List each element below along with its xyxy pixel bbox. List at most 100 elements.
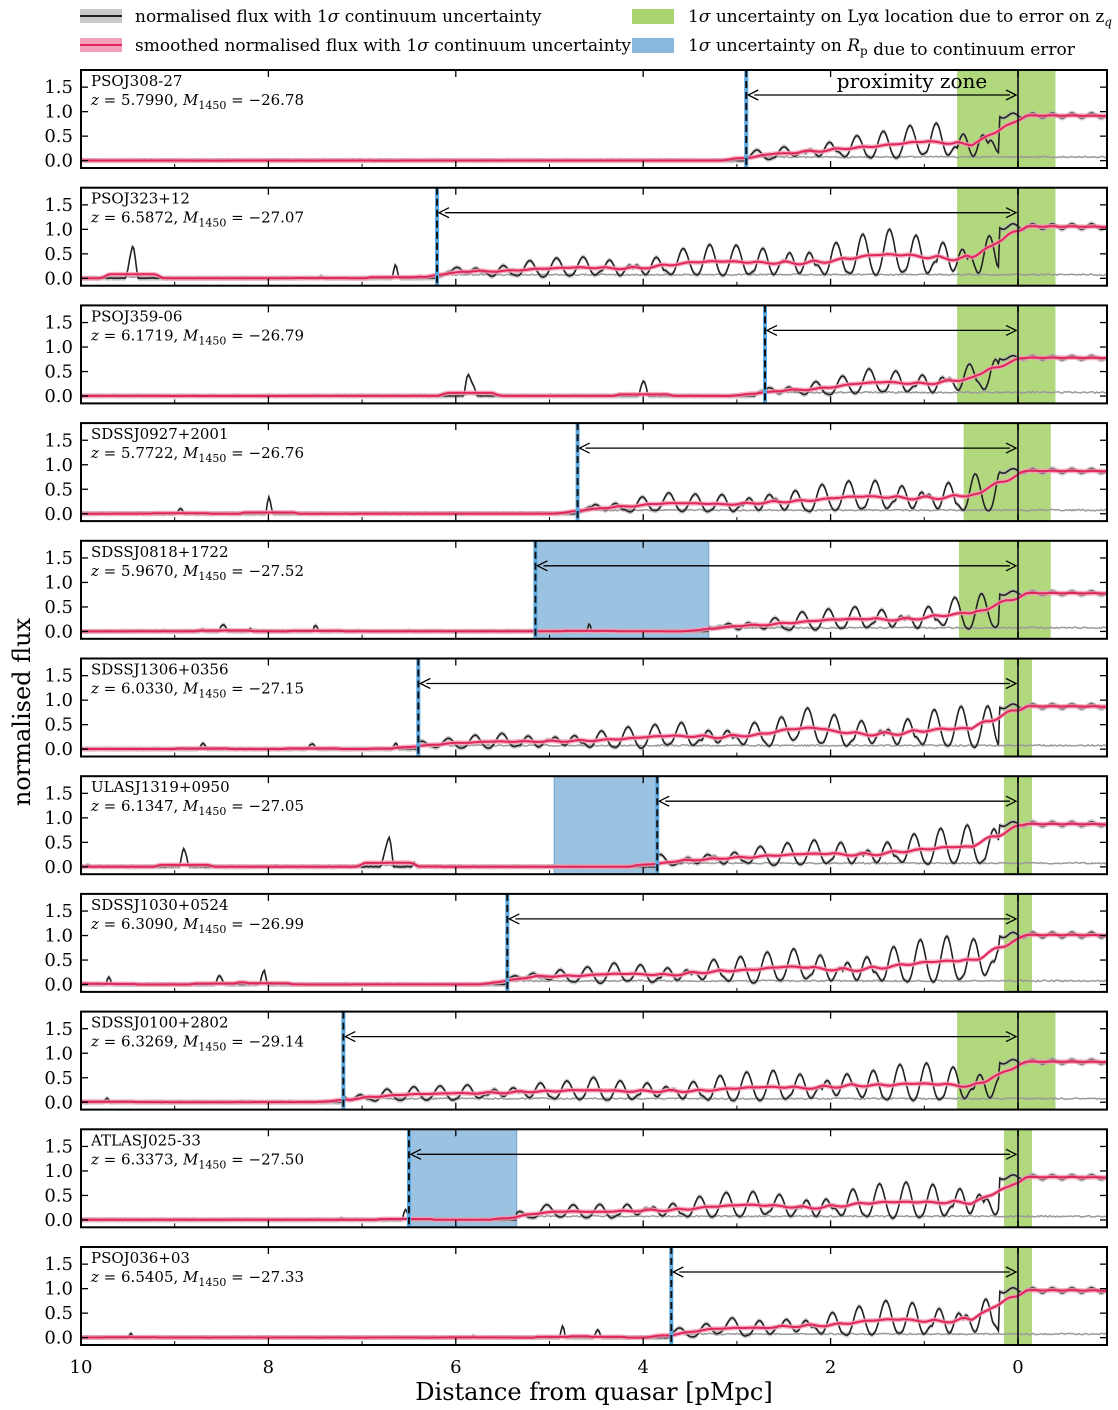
y-tick-label: 1.0 xyxy=(44,1043,73,1064)
smoothed-flux-line xyxy=(81,933,1107,986)
panel-frame xyxy=(80,539,1108,640)
panel-quasar-info: z = 6.3269, M1450 = −29.14 xyxy=(90,1033,304,1054)
legend-entry-green-band: 1σ uncertainty on Lyα location due to er… xyxy=(632,7,1112,29)
panel-quasar-name: PSOJ359-06 xyxy=(91,307,182,325)
y-tick-label: 1.0 xyxy=(44,690,73,711)
smoothed-flux-line xyxy=(81,1175,1107,1221)
panel-quasar-info: z = 6.0330, M1450 = −27.15 xyxy=(90,680,304,701)
smoothed-uncertainty-band xyxy=(81,355,1107,399)
panel-quasar-name: PSOJ036+03 xyxy=(91,1249,190,1267)
y-tick-label: 1.5 xyxy=(44,77,73,98)
panel-quasar-name: SDSSJ1306+0356 xyxy=(91,661,229,679)
smoothed-uncertainty-band xyxy=(81,223,1107,281)
panel-psoj323-12: 0.0 0.5 1.0 1.5 PSOJ323+12z = 6.5872, M1450 … xyxy=(44,186,1108,289)
legend-entry-blue-band: 1σ uncertainty on Rp due to continuum er… xyxy=(632,36,1076,60)
smoothed-flux-line xyxy=(81,822,1107,868)
legend-entry-smoothed: smoothed normalised flux with 1σ continu… xyxy=(80,36,631,56)
smoothed-uncertainty-band xyxy=(81,468,1107,517)
y-tick-label: 1.5 xyxy=(44,313,73,334)
flux-uncertainty-band xyxy=(81,353,1107,399)
smoothed-flux-line xyxy=(81,114,1107,162)
panel-psoj036-03: 0.0 0.5 1.0 1.5 PSOJ036+03z = 6.5405, M1450 … xyxy=(44,1246,1108,1349)
arrow-head-left xyxy=(418,677,431,690)
panel-quasar-info: z = 5.7990, M1450 = −26.78 xyxy=(90,91,304,112)
panel-quasar-name: SDSSJ0100+2802 xyxy=(91,1014,229,1032)
panel-quasar-info: z = 6.5872, M1450 = −27.07 xyxy=(90,209,304,230)
smoothed-uncertainty-band xyxy=(81,1059,1107,1105)
smoothed-flux-line xyxy=(81,356,1107,398)
rp-uncertainty-band xyxy=(408,1129,518,1228)
y-tick-label: 0.0 xyxy=(44,268,73,289)
y-tick-label: 1.0 xyxy=(44,102,73,123)
panel-quasar-info: z = 6.5405, M1450 = −27.33 xyxy=(90,1268,304,1289)
smoothed-uncertainty-band xyxy=(81,932,1107,987)
y-tick-label: 0.5 xyxy=(44,126,73,147)
y-tick-label: 0.5 xyxy=(44,1185,73,1206)
panel-quasar-name: SDSSJ0927+2001 xyxy=(91,425,229,443)
legend-label-flux: normalised flux with 1σ continuum uncert… xyxy=(135,7,542,27)
panel-frame xyxy=(80,775,1108,876)
arrow-head-left xyxy=(765,324,778,336)
panel-quasar-name: ULASJ1319+0950 xyxy=(91,778,230,796)
smoothed-flux-line xyxy=(81,592,1107,633)
panel-psoj308-27: proximity zone 0.0 0.5 1.0 1.5 PSOJ308-27z = … xyxy=(44,69,1108,172)
y-tick-label: 1.0 xyxy=(44,572,73,593)
panel-psoj359-06: 0.0 0.5 1.0 1.5 PSOJ359-06z = 6.1719, M1450 … xyxy=(44,304,1108,407)
y-tick-label: 0.5 xyxy=(44,715,73,736)
flux-uncertainty-band xyxy=(81,221,1107,281)
smoothed-uncertainty-band xyxy=(81,1287,1107,1340)
x-tick-label: 4 xyxy=(637,1357,648,1378)
arrow-head-right xyxy=(1005,913,1018,925)
arrow-head-right xyxy=(1005,324,1018,336)
proximity-zone-label: proximity zone xyxy=(837,69,987,93)
panel-frame xyxy=(80,69,1108,169)
y-tick-label: 1.0 xyxy=(44,1161,73,1182)
y-tick-label: 0.0 xyxy=(44,857,73,878)
arrow-head-left xyxy=(746,89,759,101)
smoothed-uncertainty-band xyxy=(81,821,1107,870)
y-tick-label: 0.0 xyxy=(44,739,73,760)
x-tick-label: 0 xyxy=(1012,1357,1023,1378)
y-tick-label: 0.0 xyxy=(44,1092,73,1113)
panel-frame xyxy=(80,892,1108,993)
arrow-head-left xyxy=(409,1148,422,1160)
panel-quasar-info: z = 6.3373, M1450 = −27.50 xyxy=(90,1150,304,1171)
arrow-head-right xyxy=(1005,560,1018,572)
panel-frame xyxy=(80,1010,1108,1111)
arrow-head-left xyxy=(578,442,590,454)
panel-quasar-info: z = 5.7722, M1450 = −26.76 xyxy=(90,444,304,465)
y-tick-label: 0.5 xyxy=(44,1068,73,1089)
panel-atlasj025-33: 0.0 0.5 1.0 1.5 ATLASJ025-33z = 6.3373, M145… xyxy=(44,1128,1108,1231)
arrow-head-left xyxy=(671,1266,684,1278)
y-tick-label: 0.0 xyxy=(44,1328,73,1349)
flux-uncertainty-band xyxy=(81,1285,1107,1341)
legend-label-green-band: 1σ uncertainty on Lyα location due to er… xyxy=(688,7,1112,29)
y-tick-label: 1.0 xyxy=(44,219,73,240)
legend-label-smoothed: smoothed normalised flux with 1σ continu… xyxy=(135,36,631,56)
rp-uncertainty-band xyxy=(553,776,658,875)
y-tick-label: 1.0 xyxy=(44,337,73,358)
y-tick-label: 1.5 xyxy=(44,430,73,451)
panel-frame xyxy=(80,1246,1108,1346)
panel-quasar-info: z = 6.3090, M1450 = −26.99 xyxy=(90,915,304,936)
y-tick-label: 0.5 xyxy=(44,1303,73,1324)
x-tick-label: 6 xyxy=(450,1357,461,1378)
arrow-head-right xyxy=(1005,795,1018,807)
panel-quasar-name: ATLASJ025-33 xyxy=(90,1131,201,1149)
flux-line xyxy=(81,112,1107,162)
x-axis-label: Distance from quasar [pMpc] xyxy=(415,1378,772,1406)
y-tick-label: 0.5 xyxy=(44,597,73,618)
y-tick-label: 1.0 xyxy=(44,455,73,476)
y-tick-label: 0.0 xyxy=(44,975,73,996)
x-tick-label: 2 xyxy=(825,1357,836,1378)
arrow-head-right xyxy=(1005,442,1018,454)
y-tick-label: 0.5 xyxy=(44,832,73,853)
panel-quasar-info: z = 6.1719, M1450 = −26.79 xyxy=(90,326,304,347)
arrow-head-right xyxy=(1005,1148,1018,1160)
y-tick-label: 0.5 xyxy=(44,479,73,500)
